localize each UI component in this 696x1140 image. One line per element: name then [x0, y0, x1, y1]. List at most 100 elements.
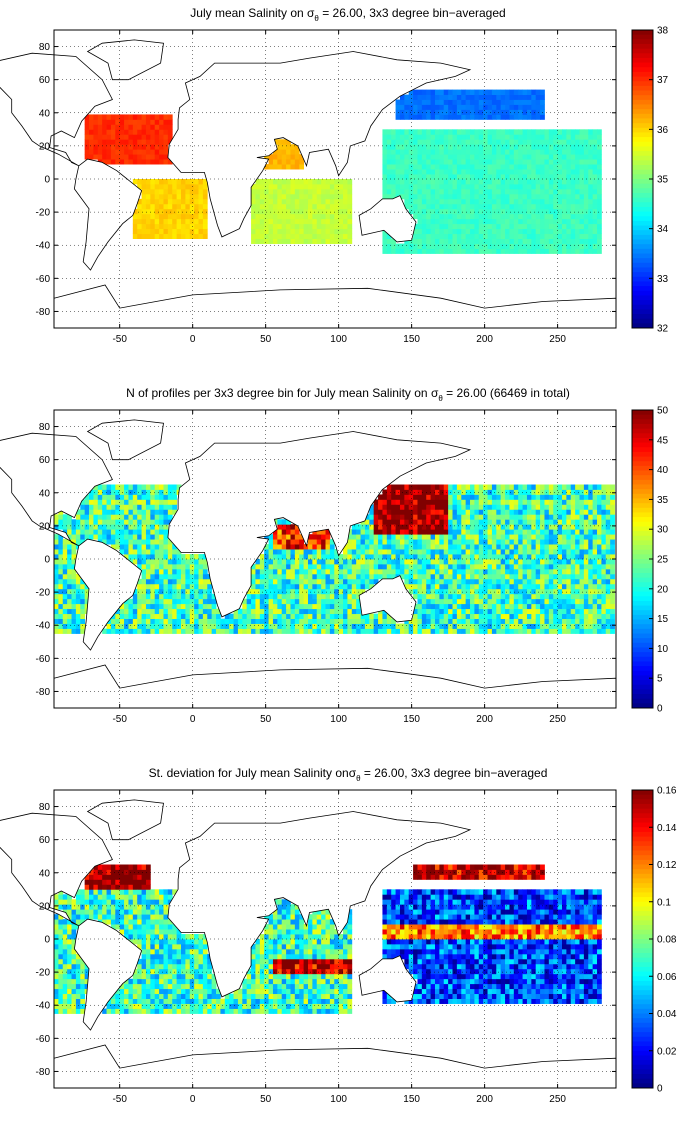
heatmap-cell	[404, 554, 410, 560]
heatmap-cell	[526, 134, 532, 140]
heatmap-cell	[434, 149, 440, 155]
heatmap-cell	[470, 99, 475, 105]
heatmap-cell	[513, 99, 519, 105]
heatmap-cell	[194, 213, 199, 220]
heatmap-cell	[71, 598, 77, 605]
heatmap-cell	[102, 529, 107, 535]
colorbar-segment	[632, 225, 653, 231]
heatmap-cell	[71, 563, 77, 570]
heatmap-cell	[474, 583, 480, 590]
heatmap-cell	[181, 228, 186, 235]
heatmap-cell	[281, 144, 287, 150]
heatmap-cell	[544, 159, 550, 165]
heatmap-cell	[478, 223, 484, 230]
heatmap-cell	[566, 529, 572, 535]
heatmap-cell	[391, 164, 396, 170]
heatmap-cell	[378, 554, 383, 560]
heatmap-cell	[299, 588, 305, 595]
heatmap-cell	[343, 238, 348, 244]
heatmap-cell	[167, 623, 173, 629]
heatmap-cell	[395, 183, 401, 190]
heatmap-cell	[544, 603, 550, 610]
heatmap-cell	[448, 499, 453, 505]
heatmap-cell	[290, 568, 296, 575]
heatmap-cell	[141, 223, 147, 230]
heatmap-cell	[154, 489, 160, 495]
heatmap-cell	[150, 559, 156, 565]
heatmap-cell	[312, 588, 318, 595]
heatmap-cell	[167, 573, 173, 580]
heatmap-cell	[369, 563, 375, 570]
heatmap-cell	[264, 554, 269, 560]
heatmap-cell	[575, 509, 580, 515]
heatmap-cell	[141, 593, 147, 600]
heatmap-cell	[251, 623, 256, 629]
heatmap-cell	[509, 109, 515, 115]
heatmap-cell	[167, 183, 173, 190]
heatmap-cell	[408, 623, 414, 629]
heatmap-cell	[159, 159, 164, 165]
heatmap-cell	[119, 519, 125, 525]
heatmap-cell	[540, 213, 545, 220]
heatmap-cell	[404, 628, 410, 634]
heatmap-cell	[110, 504, 116, 510]
heatmap-cell	[159, 114, 164, 120]
heatmap-cell	[474, 554, 480, 560]
heatmap-cell	[531, 554, 537, 560]
heatmap-cell	[452, 613, 458, 619]
heatmap-cell	[417, 188, 423, 195]
heatmap-cell	[487, 109, 493, 115]
heatmap-cell	[483, 174, 488, 180]
heatmap-cell	[566, 603, 572, 610]
heatmap-cell	[124, 494, 129, 500]
heatmap-cell	[531, 218, 537, 225]
colorbar-segment	[632, 281, 653, 287]
heatmap-cell	[448, 509, 453, 515]
heatmap-cell	[268, 613, 274, 619]
heatmap-cell	[535, 539, 541, 545]
heatmap-cell	[290, 238, 296, 244]
heatmap-cell	[434, 554, 440, 560]
heatmap-cell	[474, 203, 480, 210]
heatmap-cell	[522, 514, 528, 520]
heatmap-cell	[505, 203, 510, 210]
heatmap-cell	[207, 623, 213, 629]
heatmap-cell	[198, 179, 204, 185]
heatmap-cell	[154, 233, 160, 239]
heatmap-cell	[561, 149, 567, 155]
heatmap-cell	[233, 608, 239, 615]
heatmap-cell	[491, 539, 497, 545]
heatmap-cell	[430, 203, 436, 210]
heatmap-cell	[483, 179, 488, 185]
heatmap-cell	[382, 149, 388, 155]
heatmap-cell	[312, 583, 318, 590]
heatmap-cell	[316, 188, 322, 195]
heatmap-cell	[194, 583, 199, 590]
heatmap-cell	[329, 559, 335, 565]
heatmap-cell	[404, 504, 410, 510]
heatmap-cell	[535, 238, 541, 244]
heatmap-cell	[251, 218, 256, 225]
heatmap-cell	[299, 598, 305, 605]
heatmap-cell	[588, 218, 594, 225]
heatmap-cell	[137, 149, 142, 155]
heatmap-cell	[461, 248, 467, 254]
heatmap-cell	[110, 124, 116, 130]
heatmap-cell	[513, 509, 519, 515]
heatmap-cell	[434, 494, 440, 500]
heatmap-cell	[303, 613, 309, 619]
heatmap-cell	[561, 573, 567, 580]
heatmap-cell	[290, 544, 296, 550]
heatmap-cell	[500, 114, 506, 120]
heatmap-cell	[496, 608, 502, 615]
heatmap-cell	[434, 198, 440, 205]
heatmap-cell	[456, 104, 462, 110]
heatmap-cell	[487, 613, 493, 619]
heatmap-cell	[154, 179, 160, 185]
heatmap-cell	[544, 504, 550, 510]
heatmap-cell	[434, 139, 440, 145]
heatmap-cell	[150, 494, 156, 500]
heatmap-cell	[141, 179, 147, 185]
heatmap-cell	[286, 154, 291, 160]
heatmap-cell	[255, 593, 261, 600]
